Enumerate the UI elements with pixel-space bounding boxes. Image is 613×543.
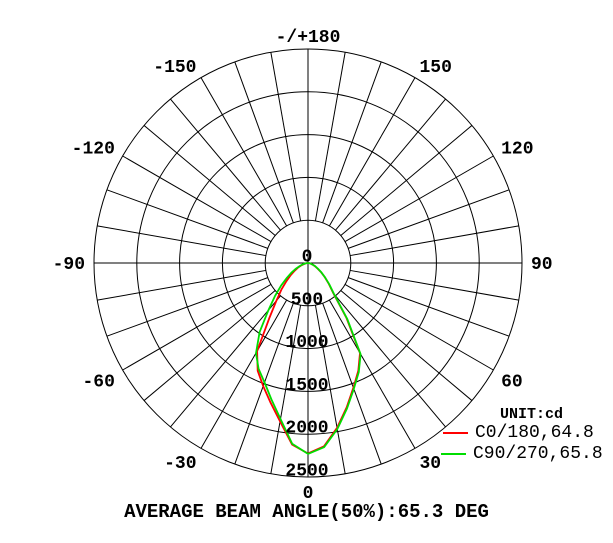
grid-spoke [348,189,510,249]
angle-label-30: 30 [420,454,442,474]
grid-spoke [200,299,288,449]
angle-label-150: 150 [420,58,452,78]
grid-spoke [344,155,494,243]
grid-spoke [322,61,382,223]
angle-labels: 0 30 -30 60 -60 90 -90 120 -120 150 -150 -/+180 [53,28,553,504]
grid-spoke [170,98,281,231]
curves [255,262,362,455]
grid-spoke [314,305,346,474]
curve-c90-270 [255,262,362,455]
radial-label-1500: 1500 [285,376,328,396]
radial-label-2500: 2500 [285,462,328,482]
grid-spoke [106,277,268,337]
grid-spoke [143,125,276,236]
grid-spoke [340,125,473,236]
grid-spoke [106,189,268,249]
grid-spoke [328,77,416,227]
grid-spoke [335,98,446,231]
grid-spoke [200,77,288,227]
angle-label--30: -30 [164,454,196,474]
angle-label-90: 90 [531,255,553,275]
angle-label-120: 120 [501,140,533,160]
grid-spoke [344,283,494,371]
grid-spoke [270,305,302,474]
grid-spoke [350,269,519,301]
grid-spoke [348,277,510,337]
grid-spoke [97,225,266,257]
polar-grid [93,48,523,478]
grid-spoke [340,290,473,401]
radial-label-2000: 2000 [285,419,328,439]
grid-spoke [97,269,266,301]
angle-label--/+180: -/+180 [276,28,341,48]
angle-label-60: 60 [501,373,523,393]
grid-spoke [314,52,346,221]
angle-label--90: -90 [53,255,85,275]
grid-spoke [170,295,281,428]
radial-label-1000: 1000 [285,333,328,353]
grid-spoke [234,61,294,223]
angle-label--120: -120 [72,140,115,160]
grid-spoke [122,155,272,243]
angle-label-0: 0 [303,484,314,504]
angle-label--150: -150 [153,58,196,78]
grid-spoke [122,283,272,371]
grid-spoke [350,225,519,257]
grid-spoke [322,303,382,465]
grid-spoke [328,299,416,449]
radial-label-500: 500 [291,290,323,310]
radial-label-0: 0 [302,248,313,268]
grid-spoke [143,290,276,401]
grid-spoke [335,295,446,428]
grid-spoke [270,52,302,221]
radial-labels: 0 500 1000 1500 2000 2500 [285,248,328,482]
caption-average-beam-angle: AVERAGE BEAM ANGLE(50%):65.3 DEG [124,501,489,523]
angle-label--60: -60 [82,373,114,393]
